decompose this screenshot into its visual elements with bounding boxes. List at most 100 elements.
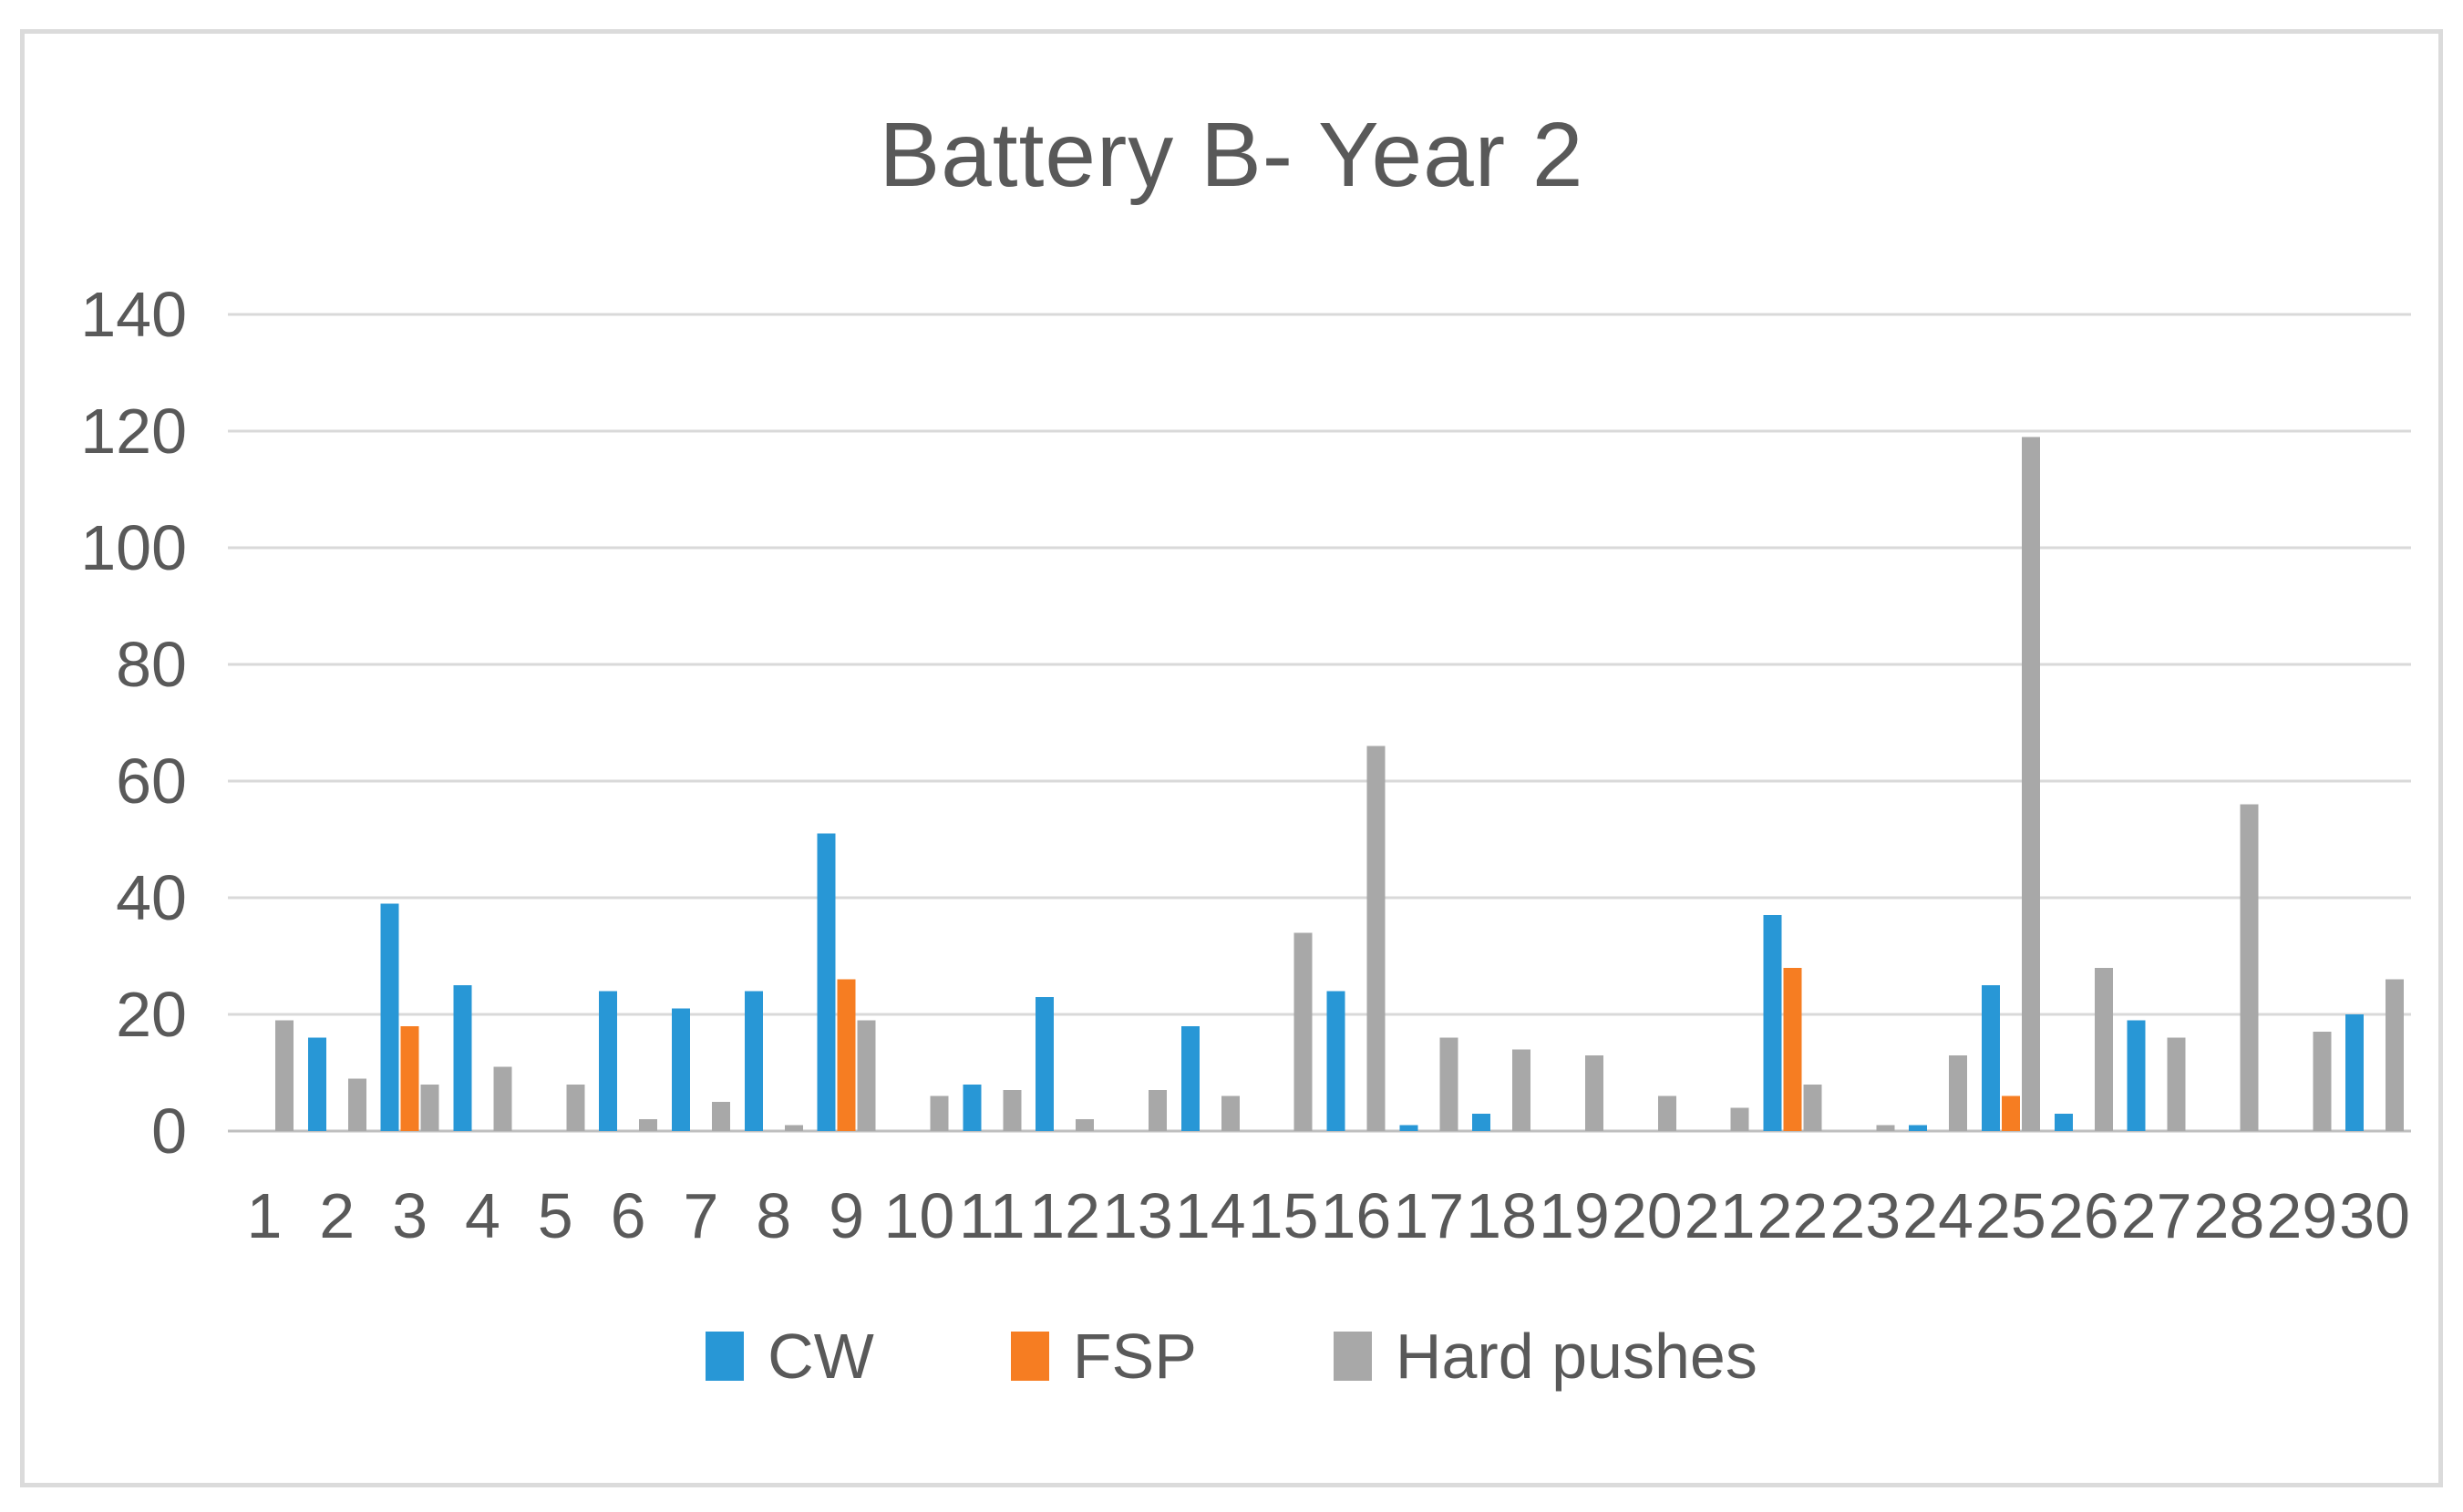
bar-fsp-25 <box>2001 1095 2020 1131</box>
cw-series-swatch <box>706 1332 745 1381</box>
x-tick-label-12: 12 <box>1029 1180 1100 1251</box>
bar-hard-pushes-10 <box>930 1095 949 1131</box>
x-tick-label-29: 29 <box>2266 1180 2337 1251</box>
x-tick-label-19: 19 <box>1539 1180 1610 1251</box>
bar-fsp-3 <box>400 1025 419 1131</box>
bar-cw-12 <box>1036 996 1055 1131</box>
y-tick-label-100: 100 <box>80 512 187 583</box>
x-tick-label-10: 10 <box>883 1180 954 1251</box>
x-tick-label-25: 25 <box>1975 1180 2046 1251</box>
bar-fsp-9 <box>837 979 856 1131</box>
bar-hard-pushes-27 <box>2167 1037 2186 1131</box>
bar-cw-16 <box>1326 991 1345 1131</box>
bar-hard-pushes-21 <box>1730 1107 1749 1131</box>
x-tick-label-27: 27 <box>2121 1180 2192 1251</box>
x-tick-label-1: 1 <box>246 1180 282 1251</box>
bar-hard-pushes-3 <box>420 1084 439 1131</box>
bar-hard-pushes-29 <box>2313 1032 2332 1131</box>
legend-label-cw: CW <box>768 1321 874 1392</box>
y-tick-label-60: 60 <box>116 746 187 817</box>
x-tick-label-6: 6 <box>611 1180 646 1251</box>
bar-cw-14 <box>1180 1025 1200 1131</box>
bar-hard-pushes-17 <box>1439 1037 1458 1131</box>
legend-item-fsp: FSP <box>1010 1320 1197 1393</box>
bar-hard-pushes-30 <box>2386 979 2405 1131</box>
bar-cw-8 <box>744 991 763 1131</box>
bar-hard-pushes-26 <box>2094 967 2113 1131</box>
bar-cw-18 <box>1472 1113 1491 1131</box>
x-tick-label-2: 2 <box>319 1180 355 1251</box>
bar-cw-17 <box>1399 1125 1418 1131</box>
x-tick-label-17: 17 <box>1393 1180 1464 1251</box>
x-tick-label-4: 4 <box>465 1180 500 1251</box>
bar-cw-9 <box>817 833 836 1131</box>
x-tick-label-9: 9 <box>829 1180 864 1251</box>
legend-label-hard-pushes: Hard pushes <box>1395 1321 1757 1392</box>
x-tick-label-13: 13 <box>1102 1180 1173 1251</box>
x-tick-label-21: 21 <box>1685 1180 1756 1251</box>
bar-hard-pushes-22 <box>1803 1084 1822 1131</box>
x-tick-label-30: 30 <box>2339 1180 2410 1251</box>
fsp-series-swatch <box>1010 1332 1049 1381</box>
x-tick-label-28: 28 <box>2193 1180 2264 1251</box>
y-tick-label-80: 80 <box>116 629 187 700</box>
y-tick-label-140: 140 <box>80 279 187 350</box>
x-tick-label-26: 26 <box>2048 1180 2119 1251</box>
bar-hard-pushes-18 <box>1512 1049 1531 1131</box>
x-tick-label-11: 11 <box>959 1180 1025 1251</box>
x-tick-label-23: 23 <box>1829 1180 1901 1251</box>
bar-cw-6 <box>599 991 618 1131</box>
x-tick-label-14: 14 <box>1175 1180 1246 1251</box>
bar-cw-25 <box>1981 985 2000 1131</box>
bar-hard-pushes-23 <box>1876 1125 1895 1131</box>
x-tick-label-7: 7 <box>683 1180 718 1251</box>
bar-fsp-22 <box>1783 967 1802 1131</box>
chart-title: Battery B- Year 2 <box>879 104 1584 206</box>
legend-item-hard-pushes: Hard pushes <box>1333 1320 1757 1393</box>
bar-cw-22 <box>1763 915 1782 1131</box>
bar-hard-pushes-14 <box>1221 1095 1240 1131</box>
bar-hard-pushes-15 <box>1293 932 1313 1131</box>
x-tick-label-18: 18 <box>1466 1180 1537 1251</box>
bar-hard-pushes-28 <box>2240 804 2259 1131</box>
bar-cw-27 <box>2127 1020 2146 1131</box>
x-tick-label-15: 15 <box>1248 1180 1319 1251</box>
legend: CW FSP Hard pushes <box>0 1320 2463 1393</box>
bar-hard-pushes-1 <box>274 1020 294 1131</box>
bar-hard-pushes-25 <box>2021 437 2040 1131</box>
y-tick-label-0: 0 <box>151 1095 187 1167</box>
y-tick-label-40: 40 <box>116 862 187 933</box>
bar-hard-pushes-9 <box>857 1020 876 1131</box>
bar-hard-pushes-8 <box>784 1125 803 1131</box>
bar-hard-pushes-24 <box>1949 1054 1968 1131</box>
bar-hard-pushes-20 <box>1657 1095 1676 1131</box>
x-tick-label-22: 22 <box>1757 1180 1828 1251</box>
bar-hard-pushes-2 <box>347 1078 366 1131</box>
bar-cw-26 <box>2054 1113 2073 1131</box>
legend-label-fsp: FSP <box>1072 1321 1197 1392</box>
bar-hard-pushes-19 <box>1584 1054 1603 1131</box>
bar-cw-24 <box>1909 1125 1928 1131</box>
x-tick-label-20: 20 <box>1612 1180 1683 1251</box>
x-tick-label-5: 5 <box>538 1180 573 1251</box>
bar-hard-pushes-7 <box>711 1102 730 1131</box>
x-tick-label-24: 24 <box>1902 1180 1973 1251</box>
y-tick-label-20: 20 <box>116 979 187 1050</box>
bar-hard-pushes-4 <box>493 1066 512 1131</box>
bar-hard-pushes-11 <box>1003 1090 1022 1131</box>
bar-cw-2 <box>307 1037 326 1131</box>
bar-cw-4 <box>453 985 472 1131</box>
bar-hard-pushes-13 <box>1148 1090 1167 1131</box>
bar-cw-7 <box>671 1008 690 1131</box>
x-tick-label-16: 16 <box>1320 1180 1391 1251</box>
bar-hard-pushes-12 <box>1076 1119 1095 1131</box>
bar-hard-pushes-6 <box>639 1119 658 1131</box>
hard-pushes-series-swatch <box>1333 1332 1372 1381</box>
x-tick-label-8: 8 <box>756 1180 791 1251</box>
bar-hard-pushes-16 <box>1366 746 1386 1131</box>
bar-cw-11 <box>963 1084 982 1131</box>
bar-cw-30 <box>2345 1014 2365 1131</box>
bar-cw-3 <box>380 903 399 1131</box>
legend-item-cw: CW <box>706 1320 874 1393</box>
